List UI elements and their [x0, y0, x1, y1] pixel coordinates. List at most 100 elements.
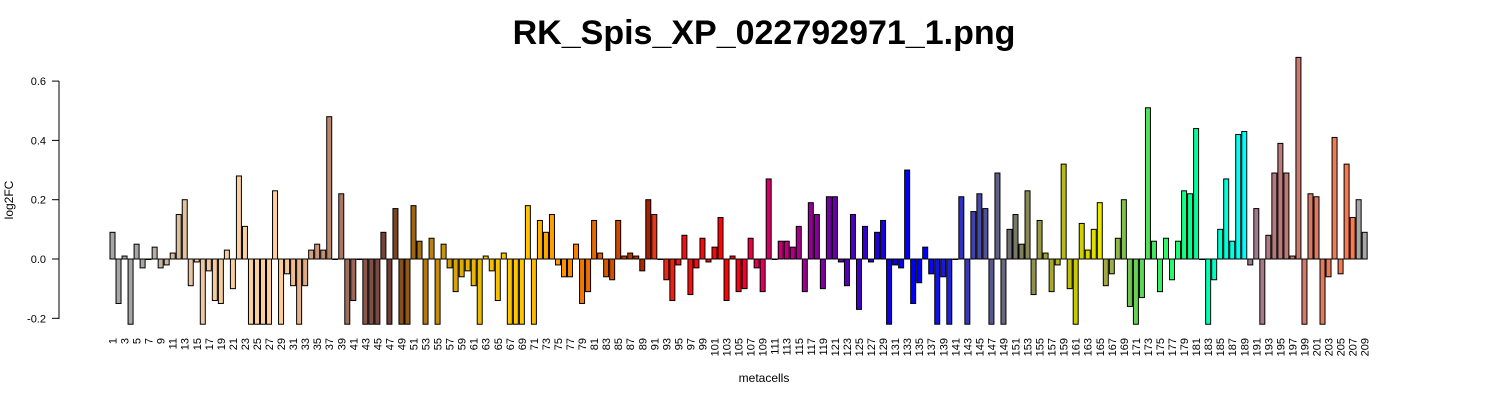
bar-metacell-117 — [807, 202, 814, 260]
bar-metacell-84 — [609, 258, 616, 281]
bar-metacell-157 — [1048, 258, 1055, 293]
bar-metacell-125 — [855, 258, 862, 310]
bar-metacell-166 — [1102, 258, 1109, 287]
bar-metacell-207 — [1349, 216, 1356, 260]
x-tick-label: 163 — [1083, 338, 1095, 356]
x-tick-label: 71 — [529, 338, 541, 350]
bar-metacell-49 — [398, 258, 405, 325]
bar-metacell-67 — [506, 258, 513, 325]
bar-metacell-93 — [663, 258, 670, 281]
bar-metacell-131 — [892, 258, 899, 266]
x-tick-label: 51 — [409, 338, 421, 350]
bar-metacell-39 — [338, 193, 345, 260]
bar-metacell-169 — [1120, 199, 1127, 260]
bar-metacell-4 — [127, 258, 134, 325]
x-tick-label: 81 — [589, 338, 601, 350]
bar-metacell-208 — [1355, 199, 1362, 260]
x-tick-label: 129 — [878, 338, 890, 356]
bar-metacell-113 — [783, 240, 790, 260]
bar-metacell-12 — [175, 214, 182, 260]
x-tick-label: 35 — [312, 338, 324, 350]
bar-metacell-35 — [314, 243, 321, 260]
x-tick-label: 91 — [649, 338, 661, 350]
bar-metacell-114 — [789, 246, 796, 260]
bar-metacell-165 — [1096, 202, 1103, 260]
x-tick-label: 125 — [854, 338, 866, 356]
bar-metacell-198 — [1295, 56, 1302, 260]
bar-metacell-91 — [651, 214, 658, 260]
bar-metacell-20 — [223, 249, 230, 260]
bar-metacell-85 — [615, 219, 622, 260]
x-tick-label: 197 — [1287, 338, 1299, 356]
x-axis-label: metacells — [739, 371, 790, 385]
bar-metacell-147 — [988, 258, 995, 325]
x-tick-label: 43 — [360, 338, 372, 350]
bar-metacell-142 — [958, 196, 965, 260]
bar-metacell-186 — [1223, 178, 1230, 260]
bar-metacell-90 — [645, 199, 652, 260]
x-tick-label: 189 — [1239, 338, 1251, 356]
x-tick-label: 183 — [1203, 338, 1215, 356]
bar-metacell-146 — [982, 208, 989, 260]
bar-metacell-2 — [115, 258, 122, 304]
bar-metacell-167 — [1108, 258, 1115, 275]
x-tick-label: 55 — [433, 338, 445, 350]
bar-metacell-189 — [1241, 131, 1248, 260]
x-tick-label: 97 — [685, 338, 697, 350]
x-tick-label: 105 — [734, 338, 746, 356]
x-tick-label: 103 — [722, 338, 734, 356]
x-tick-label: 25 — [252, 338, 264, 350]
bar-metacell-92 — [657, 258, 664, 260]
bar-metacell-187 — [1229, 240, 1236, 260]
bar-metacell-154 — [1030, 258, 1037, 296]
bar-metacell-96 — [681, 234, 688, 260]
bar-metacell-63 — [482, 255, 489, 260]
x-tick-label: 195 — [1275, 338, 1287, 356]
bar-metacell-102 — [717, 216, 724, 260]
bar-metacell-170 — [1126, 258, 1133, 307]
x-tick-label: 111 — [770, 338, 782, 355]
x-tick-label: 29 — [276, 338, 288, 350]
bar-metacell-168 — [1114, 237, 1121, 260]
bar-metacell-22 — [235, 175, 242, 260]
bar-metacell-150 — [1006, 228, 1013, 260]
bar-metacell-26 — [260, 258, 266, 325]
bar-metacell-115 — [795, 225, 802, 260]
bar-metacell-112 — [777, 240, 784, 260]
bar-metacell-81 — [591, 219, 598, 260]
bar-metacell-129 — [880, 219, 887, 260]
bar-metacell-158 — [1054, 258, 1061, 266]
bar-metacell-19 — [217, 258, 224, 304]
bar-metacell-18 — [211, 258, 218, 302]
bar-metacell-37 — [326, 116, 333, 260]
x-tick-label: 143 — [962, 338, 974, 356]
x-tick-label: 121 — [830, 338, 842, 356]
x-tick-label: 49 — [396, 338, 408, 350]
bar-metacell-130 — [886, 258, 893, 325]
bar-metacell-133 — [904, 169, 911, 260]
bar-metacell-58 — [452, 258, 459, 293]
x-tick-label: 45 — [372, 338, 384, 350]
bar-metacell-101 — [711, 246, 718, 260]
bar-metacell-25 — [253, 258, 260, 325]
bar-metacell-6 — [139, 258, 146, 269]
bar-metacell-100 — [705, 258, 712, 263]
bar-metacell-41 — [350, 258, 357, 302]
bar-metacell-1 — [109, 231, 116, 260]
bar-metacell-53 — [422, 258, 429, 325]
x-tick-label: 61 — [469, 338, 481, 350]
x-tick-label: 209 — [1360, 338, 1372, 356]
bar-metacell-106 — [741, 258, 748, 290]
bar-metacell-10 — [163, 258, 170, 266]
bar-metacell-182 — [1199, 258, 1206, 260]
y-tick-label: 0.2 — [31, 195, 46, 207]
x-tick-label: 159 — [1059, 338, 1071, 356]
bar-metacell-183 — [1205, 258, 1212, 325]
x-tick-label: 53 — [421, 338, 433, 350]
x-tick-label: 73 — [541, 338, 553, 350]
bar-metacell-38 — [332, 258, 339, 260]
x-tick-label: 63 — [481, 338, 493, 350]
bar-metacell-50 — [404, 258, 411, 325]
x-tick-label: 123 — [842, 338, 854, 356]
